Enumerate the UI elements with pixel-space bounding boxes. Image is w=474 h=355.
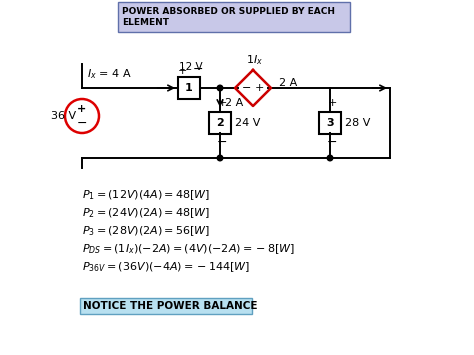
Text: 28 V: 28 V (345, 118, 370, 128)
Text: $P_{36V}=(36V)(-4A)=-144[W]$: $P_{36V}=(36V)(-4A)=-144[W]$ (82, 260, 250, 274)
Text: ELEMENT: ELEMENT (122, 18, 169, 27)
Bar (178, 77, 200, 99)
Text: 1: 1 (185, 83, 193, 93)
Circle shape (217, 85, 223, 91)
Text: $P_3=(28V)(2A)=56[W]$: $P_3=(28V)(2A)=56[W]$ (82, 224, 210, 238)
Text: 3: 3 (326, 118, 334, 128)
Text: −: − (242, 83, 252, 93)
Text: −: − (193, 63, 203, 76)
Bar (118, 2, 350, 32)
Text: $I_x$ = 4 A: $I_x$ = 4 A (87, 67, 132, 81)
Text: $P_{DS}=(1I_x)(-2A)=(4V)(-2A)=-8[W]$: $P_{DS}=(1I_x)(-2A)=(4V)(-2A)=-8[W]$ (82, 242, 295, 256)
Text: −: − (77, 116, 87, 130)
Text: $P_1=(12V)(4A)=48[W]$: $P_1=(12V)(4A)=48[W]$ (82, 188, 210, 202)
Bar (80, 298, 252, 314)
Bar (209, 112, 231, 134)
Text: NOTICE THE POWER BALANCE: NOTICE THE POWER BALANCE (83, 301, 257, 311)
Bar (319, 112, 341, 134)
Text: 2 A: 2 A (279, 78, 297, 88)
Text: $1I_x$: $1I_x$ (246, 53, 264, 67)
Text: 2 A: 2 A (225, 98, 243, 108)
Text: $P_2=(24V)(2A)=48[W]$: $P_2=(24V)(2A)=48[W]$ (82, 206, 210, 220)
Circle shape (327, 155, 333, 161)
Text: −: − (327, 136, 337, 149)
Text: 12 V: 12 V (179, 62, 203, 72)
Text: +: + (255, 83, 264, 93)
Text: POWER ABSORBED OR SUPPLIED BY EACH: POWER ABSORBED OR SUPPLIED BY EACH (122, 7, 335, 16)
Text: +: + (217, 98, 227, 108)
Text: +: + (77, 104, 87, 114)
Text: 2: 2 (216, 118, 224, 128)
Text: −: − (217, 136, 227, 149)
Text: +: + (177, 66, 187, 76)
Text: +: + (328, 98, 337, 108)
Text: 24 V: 24 V (235, 118, 260, 128)
Text: 36 V: 36 V (51, 111, 76, 121)
Circle shape (217, 155, 223, 161)
